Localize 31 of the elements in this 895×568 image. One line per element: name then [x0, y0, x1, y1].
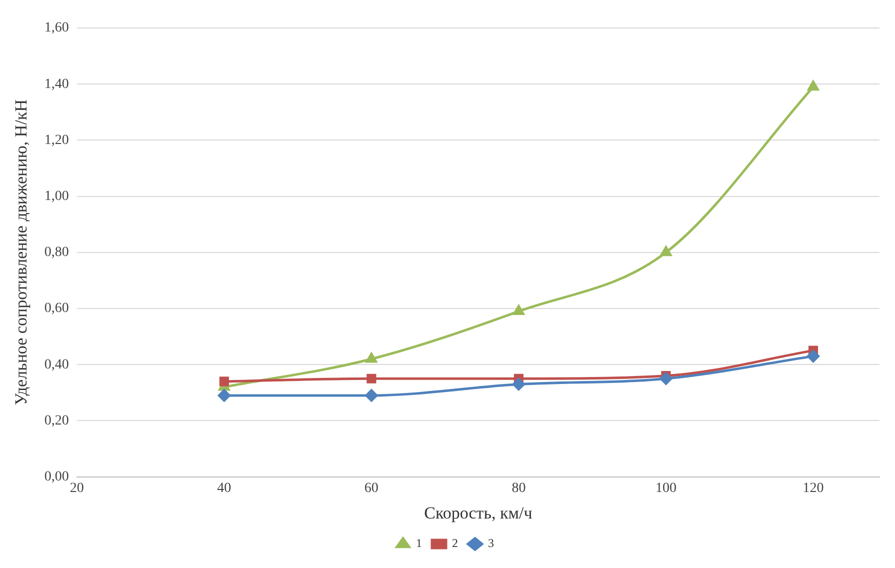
point [808, 80, 819, 91]
y-tick-label: 1,40 [44, 76, 69, 92]
point [660, 246, 672, 256]
point [512, 378, 525, 390]
x-tick-label: 120 [802, 480, 824, 496]
point [366, 352, 378, 363]
point [219, 376, 229, 386]
x-tick-label: 40 [217, 480, 232, 496]
y-axis-title: Удельное сопротивление движению, Н/кН [12, 100, 31, 406]
y-tick-label: 0,80 [44, 245, 69, 260]
y-tick-label: 0,40 [44, 357, 69, 372]
y-tick-label: 1,20 [44, 132, 69, 148]
y-tick-label: 0,00 [44, 469, 69, 484]
legend-label: 2 [452, 536, 458, 550]
point [366, 374, 376, 384]
legend-label: 1 [416, 536, 422, 550]
point [806, 350, 820, 362]
y-tick-label: 1,00 [44, 188, 69, 204]
y-tick-label: 0,20 [44, 413, 69, 428]
point [218, 389, 230, 402]
x-tick-label: 20 [70, 480, 84, 496]
x-tick-label: 80 [512, 480, 526, 496]
x-tick-label: 60 [364, 480, 378, 496]
x-axis-title: Скорость, км/ч [424, 503, 533, 522]
y-tick-label: 1,60 [44, 20, 69, 36]
point [660, 372, 672, 385]
legend-label: 3 [488, 536, 494, 550]
point [365, 389, 378, 402]
y-tick-label: 0,60 [44, 301, 69, 316]
x-tick-label: 100 [655, 480, 676, 496]
point [513, 305, 524, 316]
